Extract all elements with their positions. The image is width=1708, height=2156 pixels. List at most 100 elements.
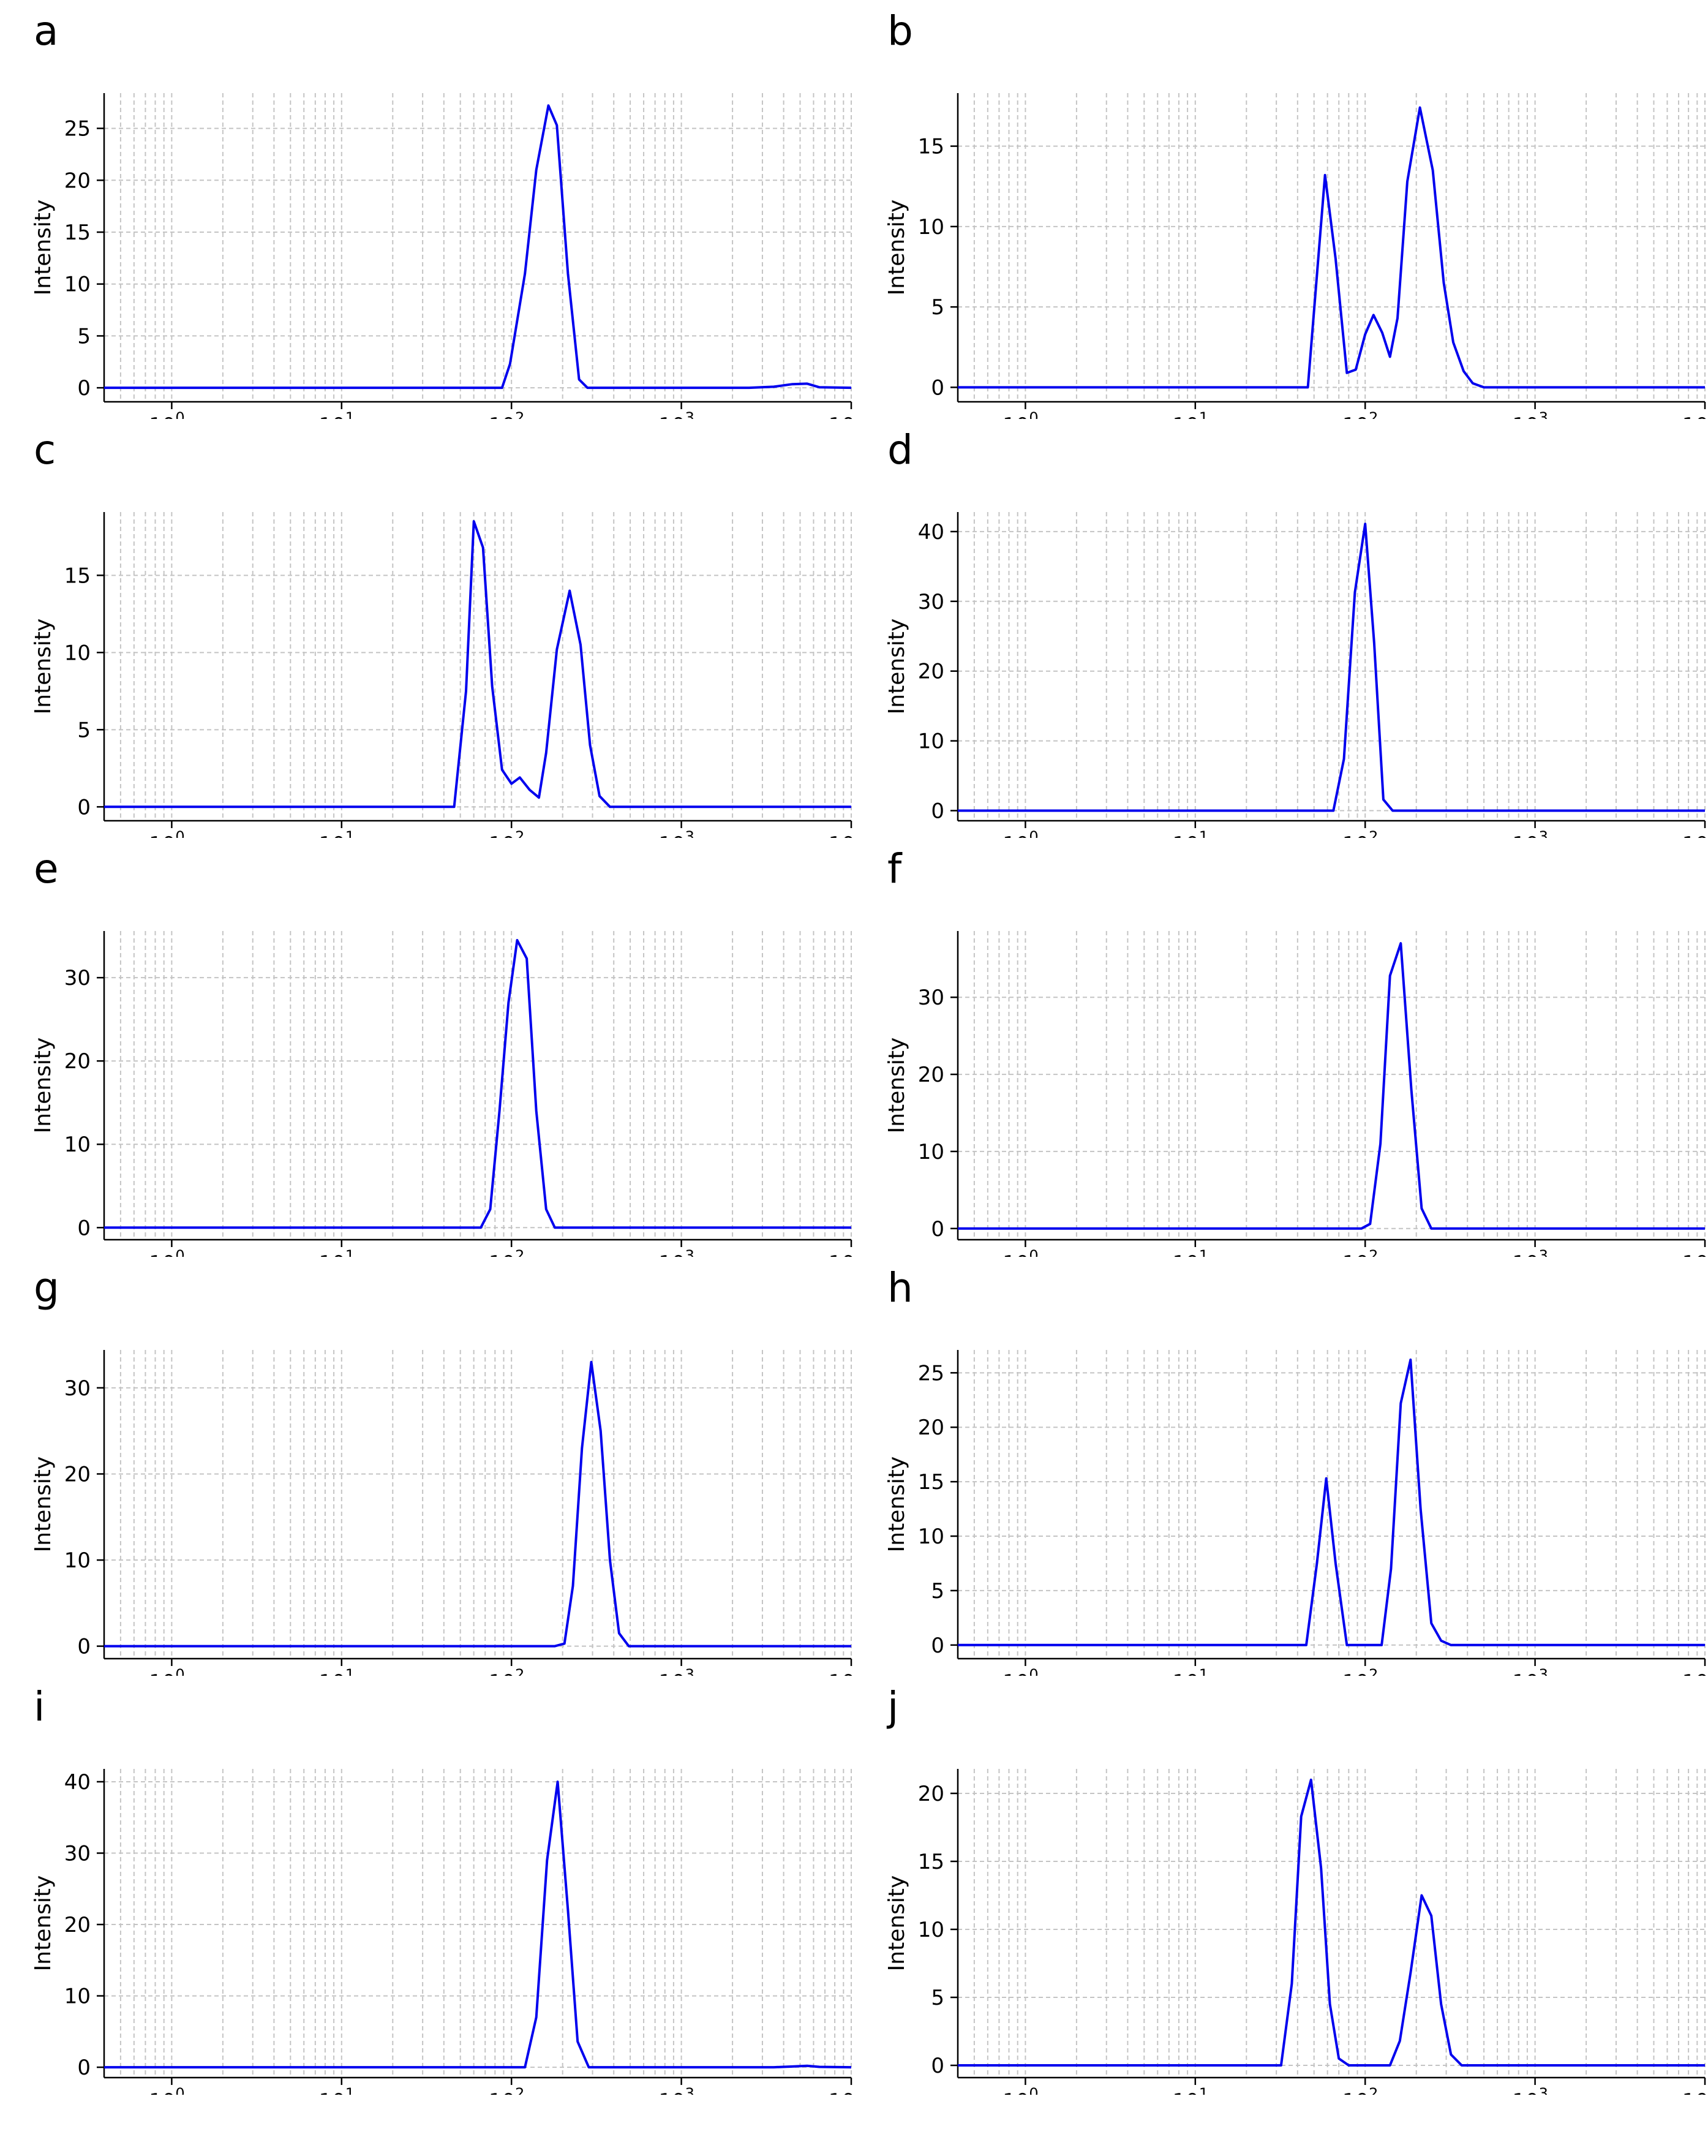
panel-e: e 1001011021031040102030Size (nm)Intensi…	[0, 838, 854, 1257]
x-tick-label: 102	[1342, 409, 1379, 419]
y-tick-label: 20	[918, 1782, 944, 1806]
panel-d: d 100101102103104010203040Size (nm)Inten…	[854, 419, 1708, 839]
chart-h: 1001011021031040510152025Size (nm)Intens…	[884, 1350, 1708, 1676]
y-tick-label: 20	[918, 1415, 944, 1440]
x-tick-label: 102	[489, 1247, 525, 1257]
y-tick-label: 10	[64, 1133, 91, 1157]
x-tick-label: 104	[829, 2085, 854, 2095]
x-tick-label: 101	[319, 409, 355, 419]
x-tick-label: 100	[149, 1666, 185, 1676]
x-tick-label: 103	[658, 828, 694, 838]
grid	[957, 93, 1706, 402]
y-tick-label: 40	[64, 1770, 91, 1795]
y-tick-label: 40	[918, 520, 944, 545]
y-tick-label: 10	[918, 215, 944, 239]
x-tick-label: 102	[489, 409, 525, 419]
series-line	[958, 1778, 1705, 2067]
x-tick-label: 103	[1512, 409, 1548, 419]
y-tick-label: 30	[64, 966, 91, 990]
x-tick-label: 104	[829, 1666, 854, 1676]
series-line	[104, 104, 852, 390]
x-tick-label: 103	[1512, 828, 1548, 838]
grid	[957, 931, 1706, 1240]
series-line	[958, 942, 1705, 1230]
y-tick-label: 0	[931, 1634, 944, 1658]
panel-h: h 1001011021031040510152025Size (nm)Inte…	[854, 1257, 1708, 1676]
x-tick-label: 101	[319, 828, 355, 838]
y-tick-label: 5	[931, 1579, 944, 1604]
y-axis-title: Intensity	[31, 1875, 56, 1972]
y-tick-label: 0	[77, 376, 91, 401]
y-axis-title: Intensity	[31, 1038, 56, 1134]
grid	[957, 1769, 1706, 2078]
y-tick-label: 20	[918, 660, 944, 684]
y-tick-label: 20	[64, 1462, 91, 1487]
y-tick-label: 30	[918, 986, 944, 1010]
x-tick-label: 100	[1003, 828, 1039, 838]
y-tick-label: 5	[931, 1986, 944, 2010]
y-tick-label: 15	[64, 221, 91, 245]
x-tick-label: 103	[658, 2085, 694, 2095]
grid	[103, 93, 852, 402]
x-tick-label: 104	[1682, 828, 1708, 838]
y-tick-label: 0	[931, 2054, 944, 2078]
x-tick-label: 100	[1003, 1666, 1039, 1676]
y-tick-label: 0	[77, 1635, 91, 1659]
y-tick-label: 20	[64, 1049, 91, 1074]
y-tick-label: 20	[64, 1913, 91, 1937]
panel-f: f 1001011021031040102030Size (nm)Intensi…	[854, 838, 1708, 1257]
y-tick-label: 0	[931, 1217, 944, 1242]
y-tick-label: 20	[64, 168, 91, 193]
x-tick-label: 102	[1342, 2085, 1379, 2095]
y-tick-label: 5	[931, 295, 944, 320]
y-tick-label: 5	[77, 718, 91, 742]
y-tick-label: 10	[918, 729, 944, 754]
x-tick-label: 104	[829, 1247, 854, 1257]
chart-i: 100101102103104010203040Size (nm)Intensi…	[31, 1769, 854, 2095]
x-tick-label: 101	[319, 1666, 355, 1676]
y-tick-label: 10	[64, 273, 91, 297]
chart-e: 1001011021031040102030Size (nm)Intensity	[31, 931, 854, 1257]
grid	[103, 512, 852, 821]
y-tick-label: 30	[64, 1376, 91, 1401]
x-tick-label: 104	[829, 828, 854, 838]
grid	[103, 1350, 852, 1659]
y-axis-title: Intensity	[884, 200, 909, 296]
x-tick-label: 104	[1682, 409, 1708, 419]
x-tick-label: 100	[149, 828, 185, 838]
grid	[957, 512, 1706, 821]
x-tick-label: 104	[829, 409, 854, 419]
x-tick-label: 101	[1173, 1247, 1209, 1257]
panel-letter: j	[887, 1683, 899, 1730]
chart-j: 10010110210310405101520Size (nm)Intensit…	[884, 1769, 1708, 2095]
y-tick-label: 15	[918, 135, 944, 159]
series-line	[104, 939, 851, 1229]
y-tick-label: 30	[918, 590, 944, 614]
panel-a: a 1001011021031040510152025Size (nm)Inte…	[0, 0, 854, 420]
x-tick-label: 104	[1682, 2085, 1708, 2095]
panel-letter: h	[887, 1264, 913, 1311]
y-tick-label: 0	[931, 375, 944, 400]
panel-j: j 10010110210310405101520Size (nm)Intens…	[854, 1676, 1708, 2095]
y-tick-label: 0	[77, 2056, 91, 2080]
y-axis-title: Intensity	[884, 1038, 909, 1134]
y-tick-label: 15	[64, 564, 91, 588]
x-tick-label: 102	[489, 2085, 525, 2095]
x-tick-label: 100	[1003, 409, 1039, 419]
x-tick-label: 100	[149, 2085, 185, 2095]
y-tick-label: 20	[918, 1063, 944, 1087]
x-tick-label: 101	[1173, 2085, 1209, 2095]
x-tick-label: 103	[658, 1666, 694, 1676]
y-tick-label: 10	[64, 641, 91, 665]
chart-b: 100101102103104051015Size (nm)Intensity	[884, 93, 1708, 419]
y-tick-label: 15	[918, 1850, 944, 1874]
series-line	[958, 522, 1705, 812]
y-tick-label: 10	[64, 1985, 91, 2009]
y-axis-title: Intensity	[31, 619, 56, 715]
y-tick-label: 15	[918, 1470, 944, 1494]
x-tick-label: 103	[1512, 2085, 1548, 2095]
grid	[103, 931, 852, 1240]
panel-letter: a	[34, 7, 59, 55]
series-line	[104, 1781, 852, 2069]
